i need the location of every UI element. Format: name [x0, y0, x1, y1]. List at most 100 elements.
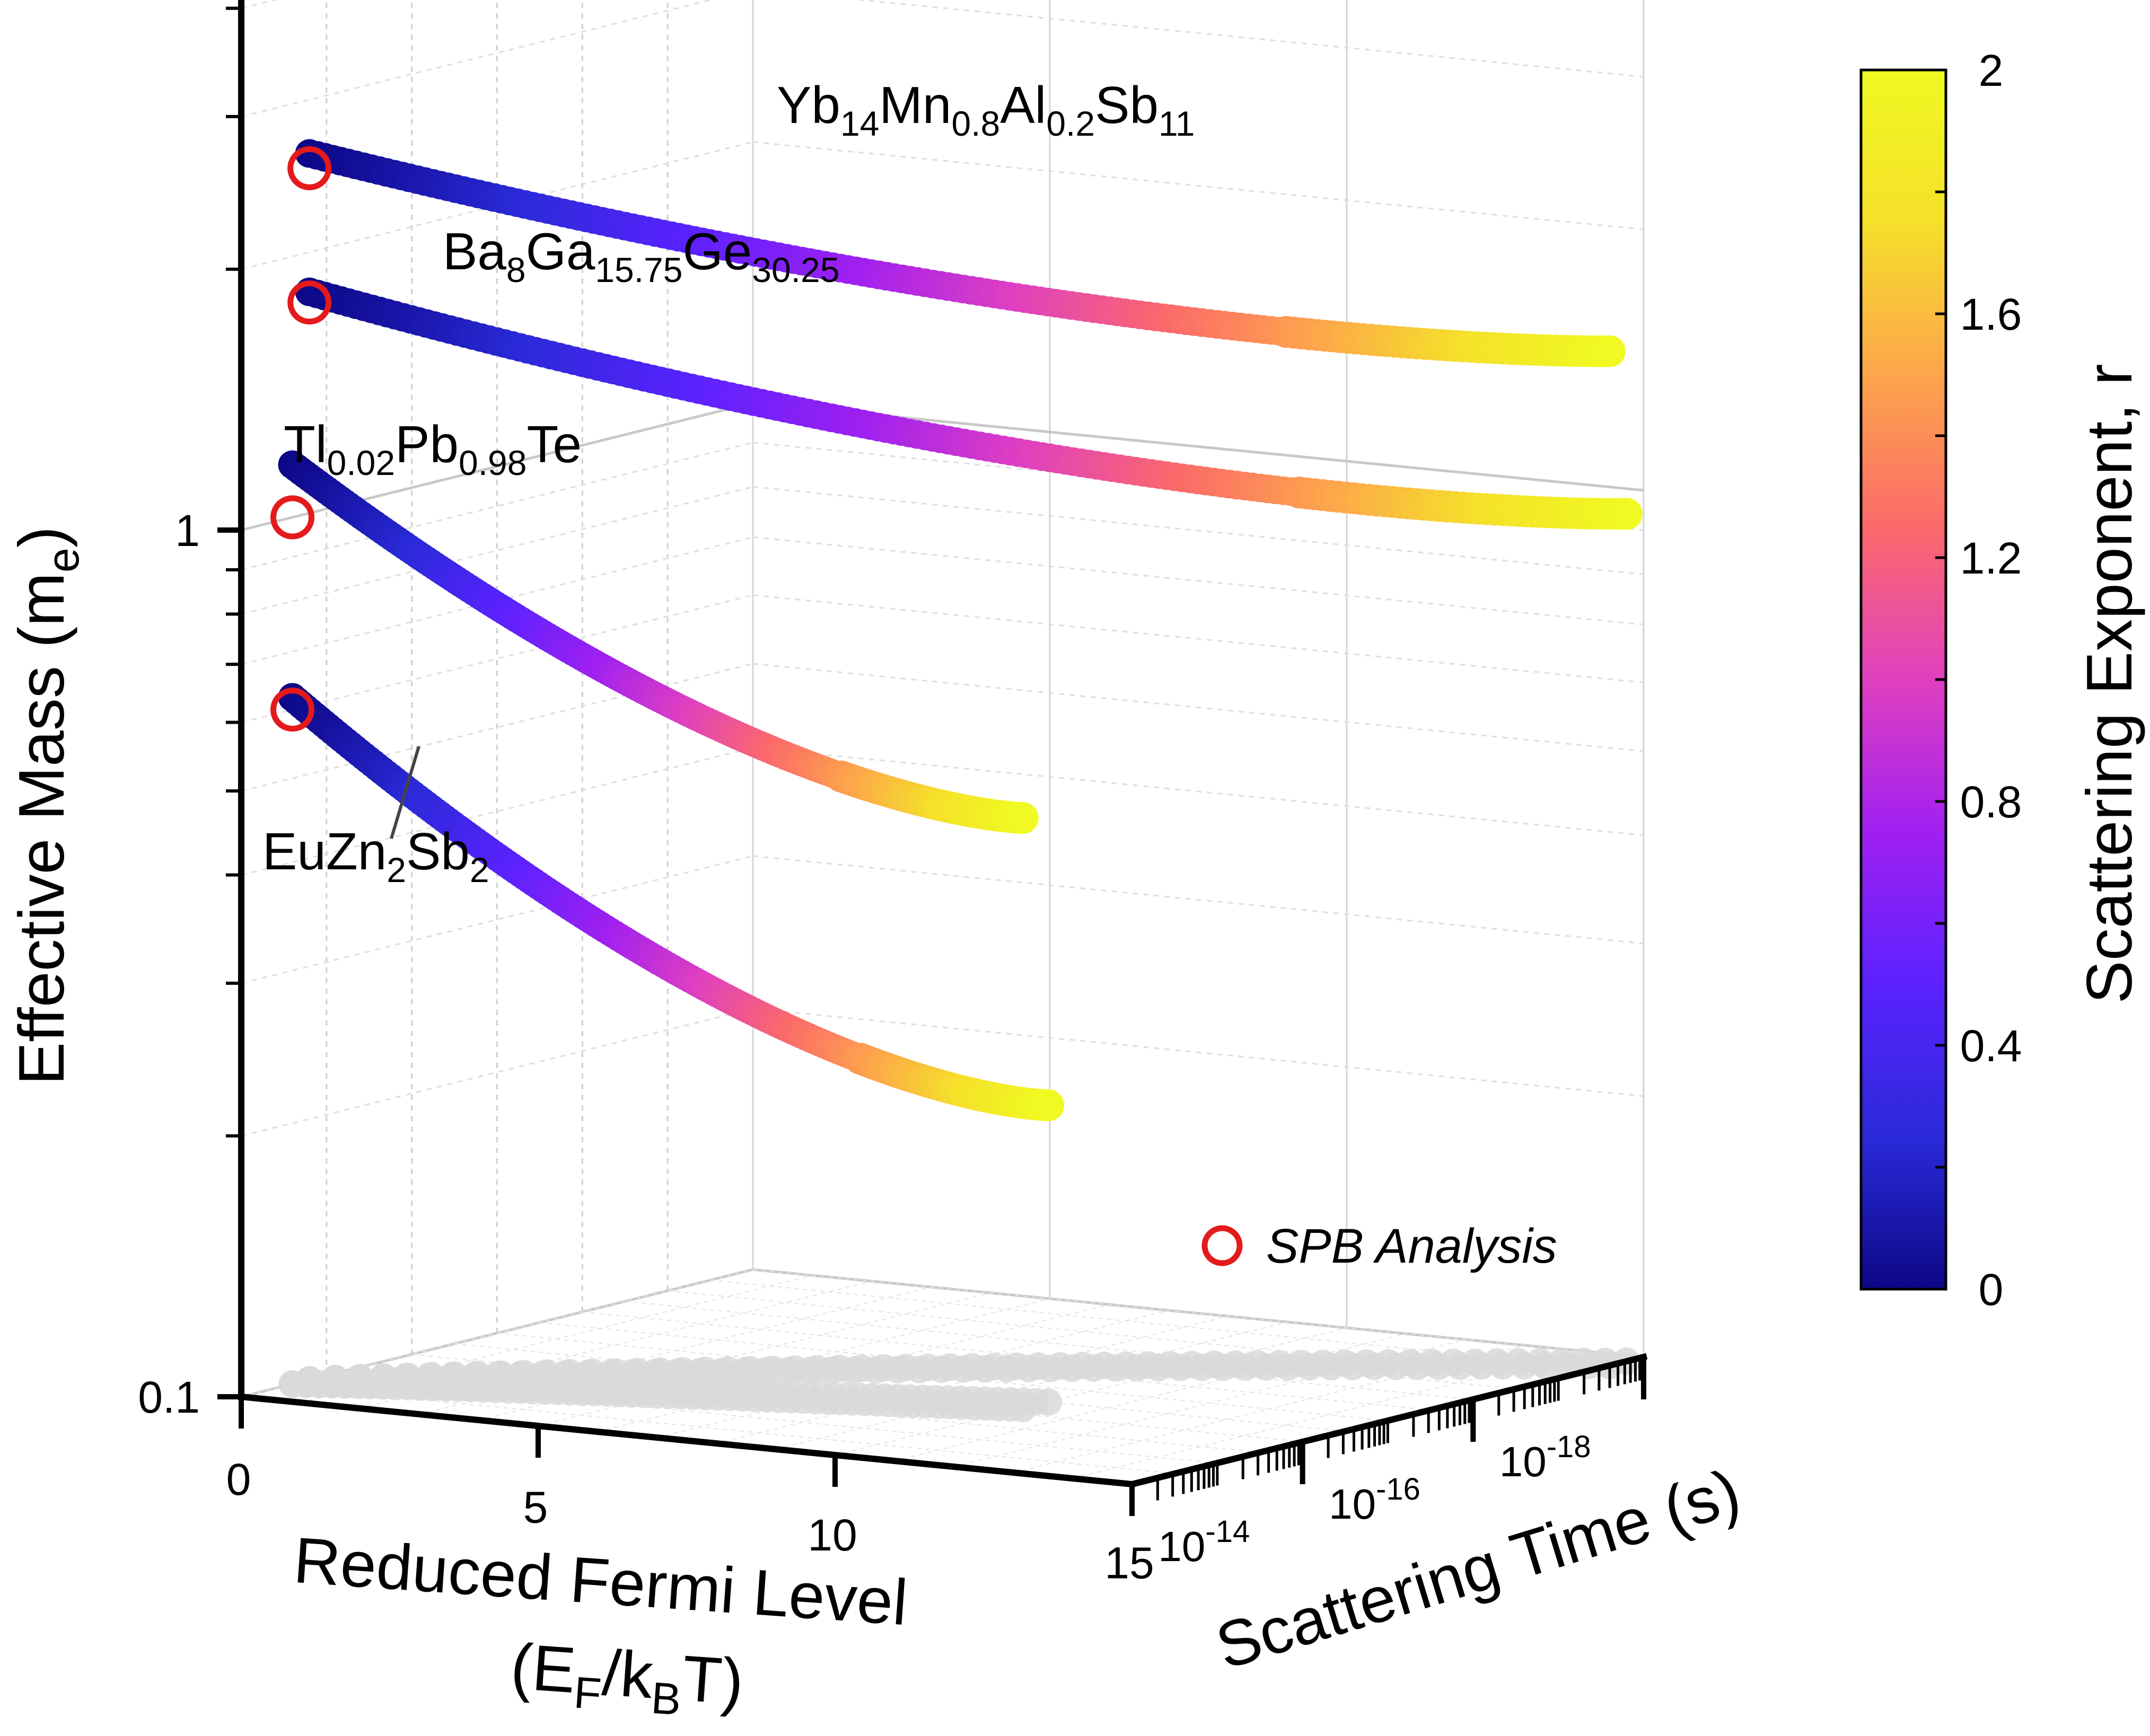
x-tick-label: 15	[1104, 1538, 1154, 1588]
colorbar-ticks: 0 0.4 0.8 1.2 1.6 2	[1935, 46, 2022, 1315]
x-axis-label-units: (EF/kBT)	[508, 1630, 746, 1729]
colorbar-label: Scattering Exponent, r	[2073, 364, 2145, 1003]
floor-shadow-point	[1034, 1388, 1063, 1416]
series-label-ba8ga: Ba8Ga15.75Ge30.25	[443, 222, 839, 289]
colorbar-tick-label: 1.2	[1960, 533, 2022, 583]
floor-shadow-point	[1504, 1348, 1532, 1376]
y-tick-label: 10-16	[1329, 1472, 1420, 1528]
y-axis-label: Scattering Time (s)	[1208, 1455, 1748, 1682]
euzn2sb2-leader-line	[390, 746, 420, 839]
grid-line	[241, 747, 753, 876]
spb-marker	[270, 495, 314, 540]
colorbar-tick-label: 2	[1979, 46, 2004, 95]
y-tick-label: 10-14	[1158, 1514, 1250, 1570]
floor-shadow-point	[1222, 1350, 1250, 1378]
z-axis-label: Effective Mass (me)	[5, 526, 88, 1086]
x-axis-line	[238, 1393, 1136, 1488]
floor-shadow-point	[1548, 1347, 1576, 1376]
floor-shadow-point	[870, 1354, 898, 1382]
data-point	[1610, 498, 1643, 530]
grid-line	[241, 1008, 753, 1137]
colorbar-tick-label: 0	[1979, 1265, 2004, 1315]
floor-shadow-point	[1265, 1350, 1293, 1378]
grid-line	[241, 486, 753, 615]
grid-line	[241, 141, 753, 270]
grid-line	[241, 0, 714, 118]
colorbar-tick-label: 0.8	[1960, 777, 2022, 827]
floor-shadow-point	[1068, 1352, 1096, 1380]
data-point	[1593, 335, 1626, 367]
grid-line	[241, 401, 753, 532]
floor-shadow-point	[1331, 1349, 1359, 1377]
x-tick-label: 5	[523, 1483, 548, 1532]
floor-shadow-point	[1156, 1351, 1184, 1379]
floor-shadow-point	[958, 1353, 986, 1381]
series-1	[287, 277, 1643, 530]
floor-shadow-point	[1002, 1352, 1030, 1380]
grid-line	[853, 0, 1644, 78]
floor-shadow-point	[691, 1356, 719, 1385]
floor-shadow-point	[1396, 1349, 1424, 1377]
z-tick-label: 1	[175, 506, 200, 556]
floor-shadow-point	[1418, 1349, 1446, 1377]
floor-shadow-point	[1112, 1351, 1140, 1379]
spb-marker	[287, 146, 332, 190]
floor-shadow	[278, 1347, 1640, 1422]
grid-line	[752, 141, 1644, 231]
series-label-yb14mn: Yb14Mn0.8Al0.2Sb11	[777, 76, 1195, 143]
floor-shadow-point	[1287, 1350, 1315, 1378]
floor-shadow-point	[714, 1356, 742, 1384]
floor-shadow-point	[936, 1353, 964, 1381]
legend-label: SPB Analysis	[1266, 1219, 1557, 1273]
floor-shadow-point	[826, 1354, 854, 1382]
y-tick-label: 10-18	[1499, 1430, 1591, 1485]
grid-line	[241, 442, 753, 571]
floor-shadow-point	[1461, 1348, 1489, 1376]
floor-shadow-point	[1440, 1349, 1468, 1377]
grid-line	[241, 536, 753, 665]
floor-shadow-point	[1374, 1349, 1402, 1377]
grid-line	[752, 747, 1644, 836]
grid-line	[241, 663, 753, 792]
floor-shadow-point	[1526, 1348, 1554, 1376]
floor-shadow-point	[1024, 1352, 1052, 1380]
colorbar-tick-label: 1.6	[1960, 289, 2022, 339]
grid-line	[752, 1268, 1644, 1359]
legend-marker	[1201, 1225, 1243, 1266]
floor-shadow-point	[1353, 1349, 1381, 1377]
floor-shadow-point	[914, 1353, 942, 1381]
x-tick-label: 10	[808, 1510, 857, 1560]
x-tick-label: 0	[226, 1455, 251, 1504]
floor-shadow-point	[669, 1356, 697, 1385]
grid-line	[752, 536, 1644, 625]
series-label-tlpbte: Tl0.02Pb0.98Te	[284, 415, 582, 482]
colorbar-tick-label: 0.4	[1960, 1021, 2022, 1071]
floor-shadow-point	[781, 1355, 809, 1383]
series-layer	[270, 139, 1643, 1122]
floor-shadow-point	[1047, 1352, 1075, 1380]
floor-shadow-point	[1200, 1350, 1228, 1378]
floor-shadow-point	[1482, 1348, 1511, 1376]
floor-shadow-point	[847, 1354, 875, 1382]
floor-shadow-point	[980, 1353, 1008, 1381]
floor-shadow-point	[1178, 1351, 1206, 1379]
grid-line	[752, 594, 1644, 684]
floor-shadow-point	[1134, 1351, 1162, 1379]
grid-line	[752, 486, 1644, 575]
floor-shadow-point	[1090, 1351, 1118, 1379]
grid-line	[752, 1008, 1644, 1097]
floor-shadow-point	[736, 1356, 764, 1384]
grid-line	[241, 855, 753, 984]
spb-marker	[287, 280, 332, 325]
floor-shadow-point	[1243, 1350, 1271, 1378]
data-point	[1006, 802, 1039, 834]
series-label-euzn2sb2: EuZn2Sb2	[262, 822, 489, 889]
grid-line	[241, 594, 753, 724]
z-tick-label: 0.1	[138, 1372, 200, 1422]
colorbar	[1859, 68, 1947, 1291]
grid-line	[752, 855, 1644, 945]
floor-shadow-point	[892, 1354, 920, 1382]
series-2	[270, 450, 1039, 834]
grid-panes	[240, 0, 1645, 1485]
